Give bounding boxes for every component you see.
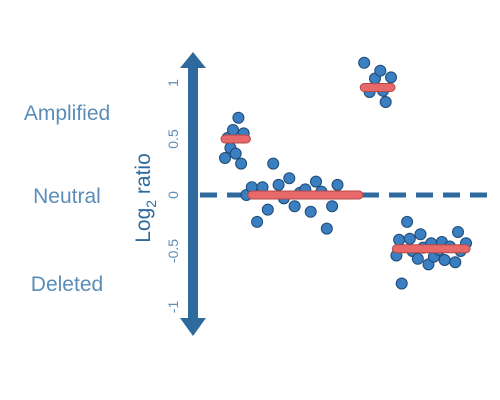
segment-mean-bar [360,84,395,92]
data-point [453,227,464,238]
y-axis-arrow-up [180,52,206,68]
data-point [394,234,405,245]
data-point [284,173,295,184]
y-axis-arrow-down [180,318,206,336]
y-tick-label: 0 [165,191,181,199]
data-point [412,253,423,264]
data-point [415,229,426,240]
state-label-deleted: Deleted [31,273,103,296]
segment-mean-bar [221,135,250,143]
data-point [386,72,397,83]
data-point [327,201,338,212]
data-point [262,204,273,215]
data-points [220,57,472,289]
data-point [321,223,332,234]
y-tick-label: 1 [165,79,181,87]
y-tick-label: -1 [165,301,181,314]
segment-mean-bar [392,245,470,253]
data-point [273,179,284,190]
data-point [252,216,263,227]
data-point [332,179,343,190]
y-axis-title: Log2 ratio [132,153,159,243]
segment-mean-bar [248,191,363,199]
data-point [230,148,241,159]
y-axis-shaft [188,66,198,318]
state-label-amplified: Amplified [24,102,110,125]
y-tick-labels: 1 0.5 0 -0.5 -1 [165,79,181,313]
data-point [233,112,244,123]
data-point [311,176,322,187]
data-point [305,206,316,217]
data-point [228,125,239,136]
data-point [220,153,231,164]
state-label-neutral: Neutral [33,185,101,208]
y-tick-label: 0.5 [165,129,181,149]
data-point [236,158,247,169]
data-point [396,278,407,289]
data-point [439,255,450,266]
data-point [289,201,300,212]
data-point [375,65,386,76]
data-point [380,97,391,108]
data-point [450,257,461,268]
data-point [359,57,370,68]
y-tick-label: -0.5 [165,239,181,263]
data-point [268,158,279,169]
data-point [402,216,413,227]
data-point [404,233,415,244]
